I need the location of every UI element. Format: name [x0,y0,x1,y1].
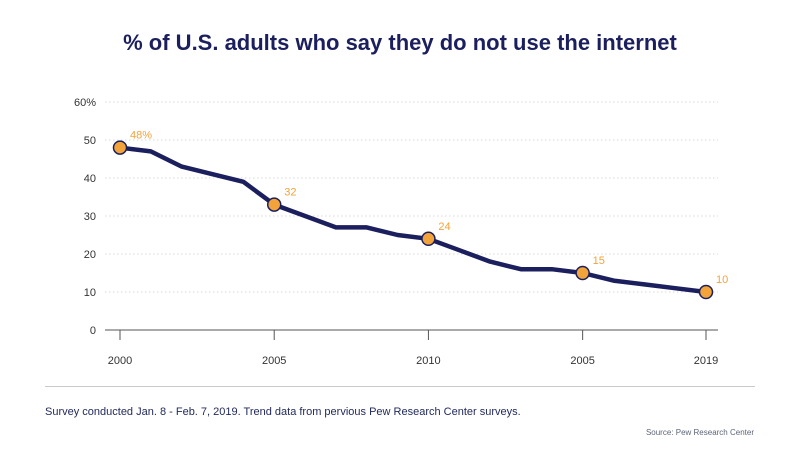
x-tick-label: 2005 [262,355,286,367]
data-label: 15 [593,255,605,267]
data-markers [112,140,714,300]
y-tick-label: 40 [84,173,96,185]
data-label: 24 [438,221,450,233]
y-axis-ticks: 0 10 20 30 40 50 60% [74,97,96,337]
gridlines [105,101,718,293]
series-line [117,145,709,295]
x-tick-label: 2019 [694,355,718,367]
data-point-marker [266,197,282,212]
data-point-marker [698,284,714,300]
data-label: 32 [284,187,296,199]
y-tick-label: 60% [74,97,96,109]
data-point-marker [575,265,590,281]
y-tick-label: 50 [84,135,96,147]
survey-note: Survey conducted Jan. 8 - Feb. 7, 2019. … [45,406,521,418]
data-point-marker [421,231,436,247]
y-tick-label: 0 [90,325,96,337]
x-tick-label: 2000 [108,355,132,367]
x-tick-label: 2010 [416,355,440,367]
footer-divider [45,386,755,387]
data-label: 48% [130,130,152,142]
source-credit: Source: Pew Research Center [645,428,754,437]
data-label: 10 [716,274,728,286]
data-point-marker [112,140,128,155]
y-tick-label: 30 [84,211,96,223]
data-labels: 48% 32 24 15 10 [130,130,728,286]
x-axis: 2000 2005 2010 2005 2019 [105,329,718,367]
y-tick-label: 10 [84,287,96,299]
data-series [117,145,709,295]
line-chart: 0 10 20 30 40 50 60% 2000 2005 2010 2005 2019 48% 3… [74,97,728,367]
chart-title: % of U.S. adults who say they do not use… [123,30,677,55]
x-tick-label: 2005 [570,355,594,367]
y-tick-label: 20 [84,249,96,261]
